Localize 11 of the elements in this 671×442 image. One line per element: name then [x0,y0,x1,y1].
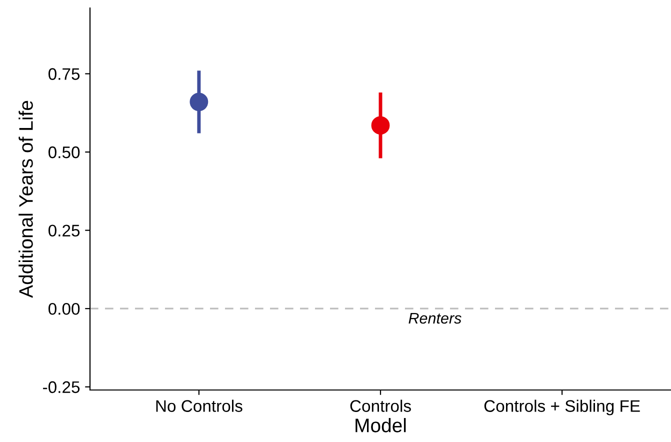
y-tick-label: 0.75 [48,68,80,80]
ref-line-label: Renters [408,312,462,324]
x-tick-label: Controls + Sibling FE [484,400,640,416]
y-axis-title: Additional Years of Life [18,100,33,298]
y-tick-label: 0.50 [48,146,80,158]
x-tick-label: Controls [350,400,411,412]
y-tick-label: 0.00 [48,302,80,315]
x-axis-title: Model [356,418,406,432]
x-tick-label: No Controls [156,400,242,412]
y-tick-label: -0.25 [43,381,80,394]
y-tick-label: 0.25 [48,224,80,237]
